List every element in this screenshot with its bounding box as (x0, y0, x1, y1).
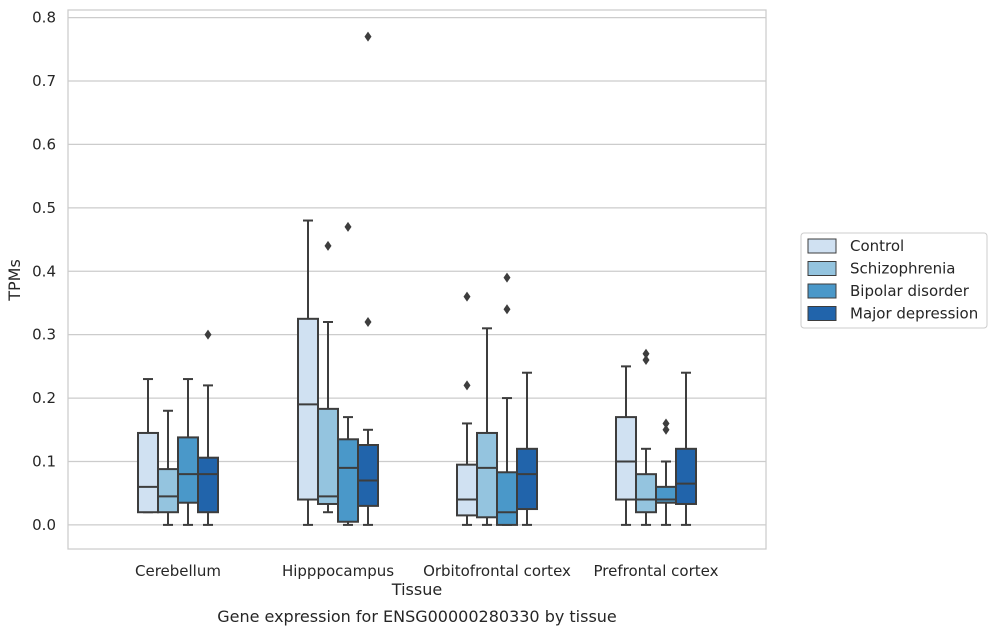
outlier-point (642, 348, 650, 359)
box-iqr (137, 431, 159, 514)
box-cerebellum (137, 378, 159, 514)
box-iqr (357, 444, 379, 507)
box-cerebellum (157, 409, 179, 526)
box-iqr (317, 407, 339, 505)
box-iqr (615, 416, 637, 501)
box-iqr (297, 317, 319, 501)
legend-frame (800, 232, 988, 329)
outlier-point (503, 272, 511, 283)
box-iqr (675, 447, 697, 505)
box-orbitofrontal-cortex (476, 327, 498, 526)
box-cerebellum (197, 329, 219, 526)
series-schizophrenia (157, 240, 657, 526)
box-series (137, 31, 697, 526)
y-axis-ticks: 0.0 0.1 0.2 0.3 0.4 0.5 0.6 0.7 0.8 (32, 9, 56, 534)
outlier-point (324, 240, 332, 251)
y-tick-label: 0.8 (32, 9, 56, 27)
box-iqr (496, 471, 518, 526)
legend-label: Major depression (850, 305, 978, 323)
y-tick-label: 0.0 (32, 516, 56, 534)
x-tick-label: Orbitofrontal cortex (423, 562, 571, 580)
box-iqr (337, 438, 359, 523)
box-iqr (476, 431, 498, 519)
x-tick-label: Cerebellum (135, 562, 221, 580)
series-major-depression (197, 31, 697, 526)
x-tick-label: Hipppocampus (282, 562, 394, 580)
y-tick-label: 0.1 (32, 452, 56, 470)
box-prefrontal-cortex (675, 371, 697, 526)
legend-label: Schizophrenia (850, 260, 955, 278)
outlier-point (204, 329, 212, 340)
x-tick-label: Prefrontal cortex (594, 562, 719, 580)
y-axis-label: TPMs (5, 259, 24, 302)
chart-caption: Gene expression for ENSG00000280330 by t… (217, 607, 617, 626)
box-hipppocampus (337, 221, 359, 526)
legend-swatch (807, 283, 837, 299)
box-prefrontal-cortex (615, 365, 637, 526)
legend-label: Control (850, 237, 904, 255)
box-iqr (197, 456, 219, 514)
outlier-point (344, 221, 352, 232)
series-control (137, 219, 637, 526)
box-iqr (456, 463, 478, 517)
series-bipolar-disorder (177, 221, 677, 526)
legend-swatch (807, 261, 837, 276)
legend-swatch (807, 306, 837, 321)
outlier-point (662, 418, 670, 429)
outlier-point (662, 424, 670, 435)
y-tick-label: 0.5 (32, 199, 56, 217)
y-tick-label: 0.3 (32, 326, 56, 344)
box-iqr (177, 436, 199, 504)
y-tick-label: 0.6 (32, 135, 56, 153)
box-hipppocampus (357, 31, 379, 526)
box-orbitofrontal-cortex (496, 272, 518, 526)
box-cerebellum (177, 378, 199, 526)
box-iqr (516, 447, 538, 511)
outlier-point (642, 355, 650, 366)
box-hipppocampus (317, 240, 339, 514)
outlier-point (463, 291, 471, 302)
box-iqr (635, 473, 657, 514)
y-tick-label: 0.7 (32, 72, 56, 90)
x-axis-label: Tissue (391, 580, 442, 599)
legend: Control Schizophrenia Bipolar disorder Majo… (800, 232, 988, 329)
box-prefrontal-cortex (635, 348, 657, 526)
box-iqr (157, 468, 179, 514)
outlier-point (364, 316, 372, 327)
outlier-point (463, 380, 471, 391)
plot-area (67, 9, 767, 550)
legend-label: Bipolar disorder (850, 282, 970, 300)
x-axis-ticks: Cerebellum Hipppocampus Orbitofrontal cort… (135, 562, 719, 580)
legend-swatch (807, 238, 837, 254)
box-hipppocampus (297, 219, 319, 526)
outlier-point (364, 31, 372, 42)
gridlines (68, 16, 766, 526)
box-orbitofrontal-cortex (456, 291, 478, 526)
outlier-point (503, 304, 511, 315)
y-tick-label: 0.4 (32, 262, 56, 280)
box-prefrontal-cortex (655, 418, 677, 526)
box-orbitofrontal-cortex (516, 371, 538, 526)
y-tick-label: 0.2 (32, 389, 56, 407)
